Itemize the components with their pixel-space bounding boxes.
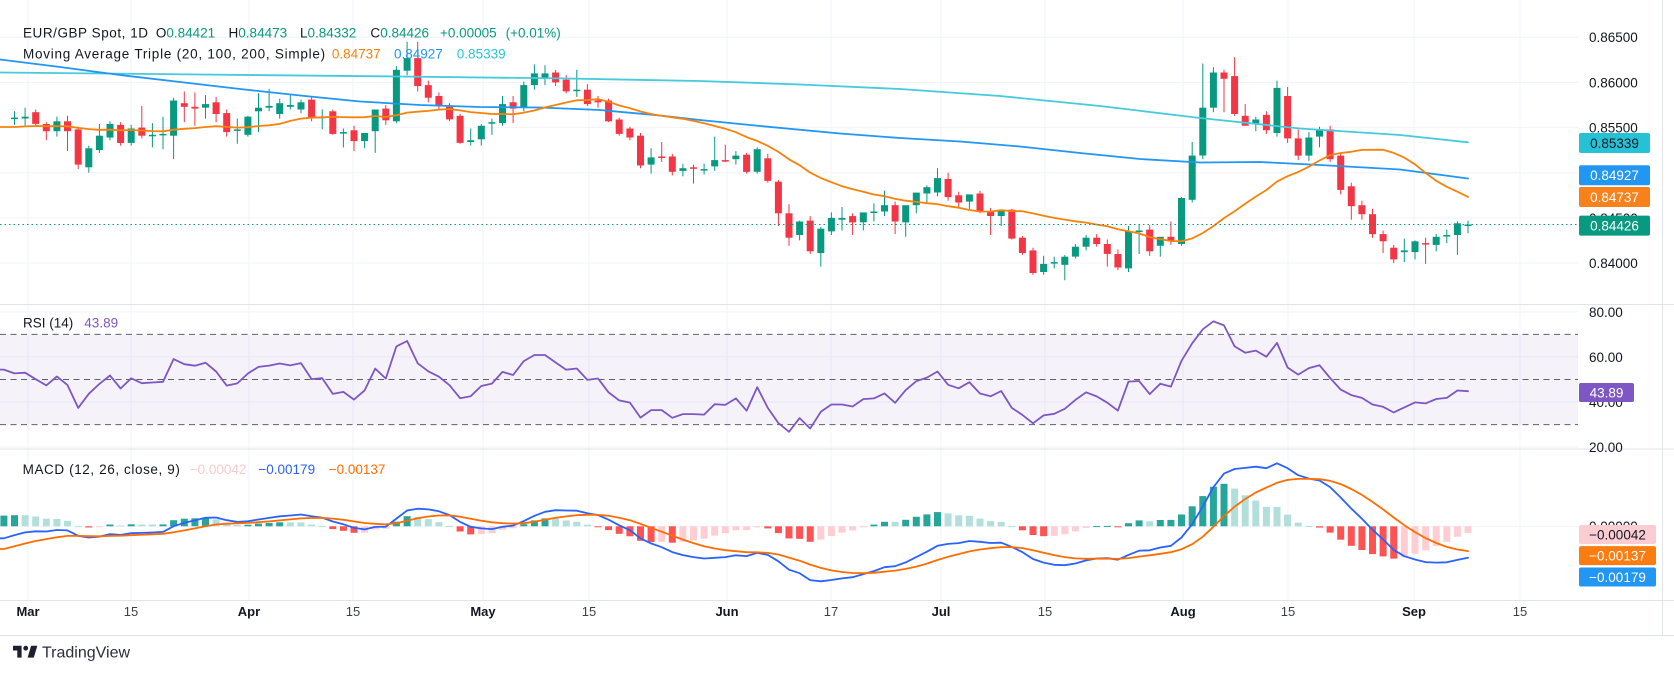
svg-text:60.00: 60.00: [1589, 350, 1623, 365]
svg-text:15: 15: [1281, 604, 1295, 619]
svg-text:Jul: Jul: [932, 604, 951, 619]
svg-text:−0.00179: −0.00179: [1589, 570, 1646, 585]
svg-text:Moving Average Triple (20, 100: Moving Average Triple (20, 100, 200, Sim…: [23, 47, 326, 62]
svg-text:0.86500: 0.86500: [1589, 30, 1638, 45]
svg-text:May: May: [470, 604, 496, 619]
svg-text:43.89: 43.89: [1590, 385, 1624, 400]
svg-text:15: 15: [1038, 604, 1052, 619]
svg-text:43.89: 43.89: [84, 316, 118, 331]
svg-text:C: C: [370, 26, 380, 41]
svg-text:+0.00005: +0.00005: [440, 26, 497, 41]
svg-text:0.84737: 0.84737: [1590, 190, 1639, 205]
svg-text:EUR/GBP Spot, 1D: EUR/GBP Spot, 1D: [23, 26, 149, 41]
svg-text:0.84426: 0.84426: [380, 26, 429, 41]
svg-text:0.86000: 0.86000: [1589, 75, 1638, 90]
svg-text:0.84000: 0.84000: [1589, 256, 1638, 271]
svg-text:MACD (12, 26, close, 9): MACD (12, 26, close, 9): [23, 462, 181, 477]
svg-text:H: H: [229, 26, 239, 41]
svg-text:O: O: [156, 26, 167, 41]
svg-text:−0.00137: −0.00137: [329, 462, 386, 477]
svg-text:15: 15: [346, 604, 360, 619]
svg-text:RSI (14): RSI (14): [23, 316, 73, 331]
svg-text:15: 15: [582, 604, 596, 619]
svg-text:Sep: Sep: [1402, 604, 1426, 619]
svg-text:Apr: Apr: [238, 604, 260, 619]
svg-text:−0.00137: −0.00137: [1589, 549, 1646, 564]
svg-text:0.85339: 0.85339: [457, 47, 506, 62]
svg-text:0.84473: 0.84473: [238, 26, 287, 41]
svg-text:0.84737: 0.84737: [332, 47, 381, 62]
svg-text:0.84332: 0.84332: [308, 26, 357, 41]
svg-text:80.00: 80.00: [1589, 305, 1623, 320]
svg-text:−0.00179: −0.00179: [258, 462, 315, 477]
svg-text:L: L: [300, 26, 308, 41]
svg-text:(+0.01%): (+0.01%): [506, 26, 561, 41]
svg-text:17: 17: [824, 604, 838, 619]
svg-text:0.84421: 0.84421: [166, 26, 215, 41]
svg-text:Jun: Jun: [715, 604, 738, 619]
svg-text:0.84927: 0.84927: [1590, 168, 1639, 183]
svg-text:0.85339: 0.85339: [1590, 136, 1639, 151]
svg-text:15: 15: [1513, 604, 1527, 619]
svg-text:0.85500: 0.85500: [1589, 121, 1638, 136]
svg-text:−0.00042: −0.00042: [190, 462, 247, 477]
svg-text:0.84927: 0.84927: [394, 47, 443, 62]
svg-text:20.00: 20.00: [1589, 440, 1623, 455]
svg-text:0.84426: 0.84426: [1590, 219, 1639, 234]
svg-text:15: 15: [124, 604, 138, 619]
svg-text:Mar: Mar: [16, 604, 39, 619]
svg-text:TradingView: TradingView: [42, 645, 130, 662]
svg-text:−0.00042: −0.00042: [1589, 527, 1646, 542]
svg-text:Aug: Aug: [1170, 604, 1195, 619]
